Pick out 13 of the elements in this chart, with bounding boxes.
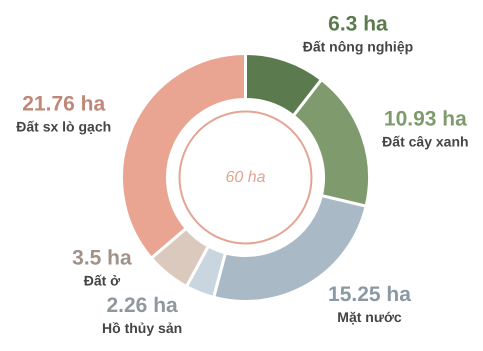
- data-label: 10.93 ha: [384, 107, 468, 130]
- slice-label: Mặt nước: [337, 308, 402, 325]
- data-label: 2.26 ha: [106, 294, 178, 317]
- data-label: 3.5 ha: [72, 246, 132, 270]
- data-label: 21.76 ha: [22, 92, 106, 116]
- slice-label: Hồ thủy sản: [102, 320, 182, 336]
- data-label: 6.3 ha: [328, 12, 388, 36]
- slice-label: Đất ở: [84, 272, 120, 288]
- text: 60 ha: [225, 169, 266, 186]
- slice-label: Đất cây xanh: [382, 133, 469, 150]
- slice-label: Đất sx lò gạch: [16, 118, 112, 134]
- data-label: 15.25 ha: [328, 282, 412, 306]
- slice-label: Đất nông nghiệp: [302, 38, 414, 54]
